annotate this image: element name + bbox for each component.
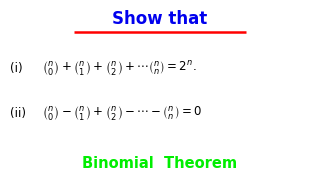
Text: (i): (i) [10, 62, 22, 75]
Text: Show that: Show that [112, 10, 208, 28]
Text: Binomial  Theorem: Binomial Theorem [83, 156, 237, 171]
Text: (ii): (ii) [10, 107, 26, 120]
Text: $\binom{n}{0} + \binom{n}{1} + \binom{n}{2} + \cdots \binom{n}{n} = 2^n.$: $\binom{n}{0} + \binom{n}{1} + \binom{n}… [42, 59, 196, 78]
Text: $\binom{n}{0} - \binom{n}{1} + \binom{n}{2} - \cdots - \binom{n}{n} = 0$: $\binom{n}{0} - \binom{n}{1} + \binom{n}… [42, 104, 202, 123]
